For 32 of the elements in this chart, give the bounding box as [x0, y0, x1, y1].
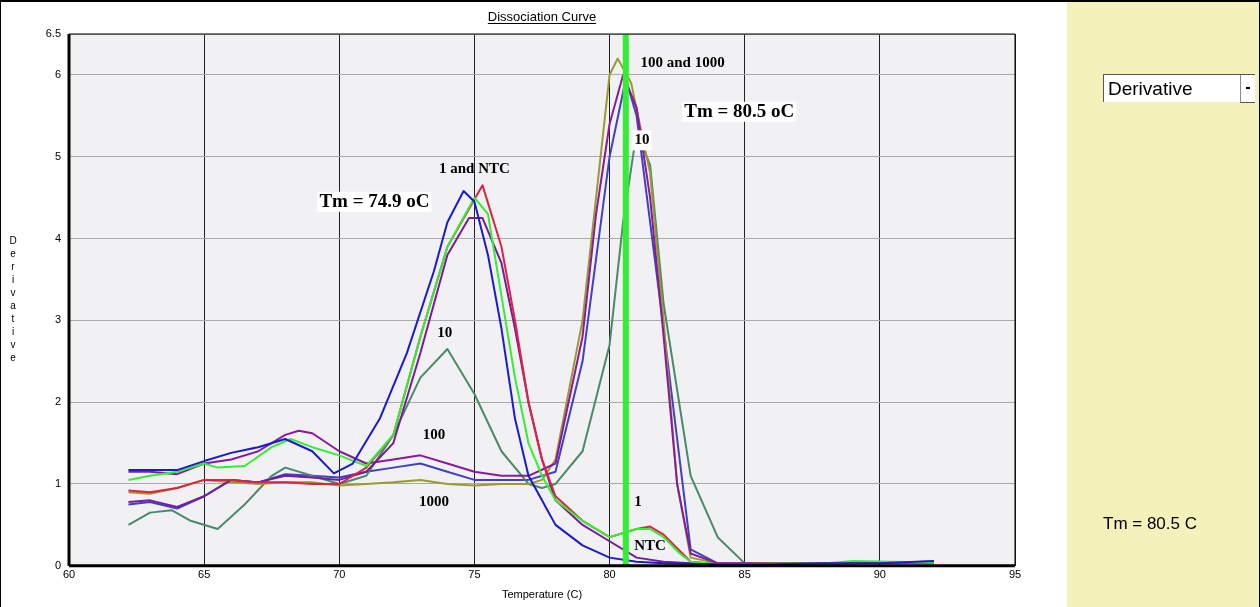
annotation: 100 and 1000: [640, 53, 725, 70]
x-tick-label: 90: [873, 568, 886, 581]
y-tick-label: 4: [54, 231, 61, 244]
x-tick-label: 75: [468, 568, 481, 581]
y-tick-label: 0: [54, 558, 61, 571]
chart-title: Dissociation Curve: [487, 9, 597, 24]
x-tick-label: 85: [738, 568, 751, 581]
annotation: 1 and NTC: [439, 159, 510, 176]
x-tick-label: 80: [603, 568, 616, 581]
y-axis-title: Derivative: [1108, 78, 1193, 99]
y-tick-label: 1: [54, 477, 61, 490]
x-tick-label: 60: [62, 568, 76, 581]
annotation: NTC: [634, 537, 666, 554]
y-tick-label: 6.5: [45, 27, 61, 40]
x-axis-title: Temperature (C): [501, 587, 583, 600]
y-tick-label: 5: [54, 149, 61, 162]
annotation: 1000: [418, 492, 449, 509]
text: Tm = 80.5 C: [1103, 514, 1198, 534]
x-tick-label: 65: [198, 568, 211, 581]
text: Derivative: [9, 235, 17, 364]
dropdown: Derivative: [1103, 74, 1255, 102]
annotation: 10: [634, 131, 650, 148]
x-tick-label: 70: [333, 568, 346, 581]
annotation: 100: [422, 425, 446, 442]
x-tick-label: 95: [1008, 568, 1022, 581]
annotation: Tm = 74.9 oC: [319, 189, 430, 211]
y-tick-label: 6: [54, 67, 61, 80]
y-tick-label: 3: [54, 313, 61, 326]
annotation: 1: [634, 492, 642, 509]
annotation: 10: [437, 323, 453, 340]
y-tick-label: 2: [54, 395, 61, 408]
annotation: Tm = 80.5 oC: [684, 99, 795, 121]
